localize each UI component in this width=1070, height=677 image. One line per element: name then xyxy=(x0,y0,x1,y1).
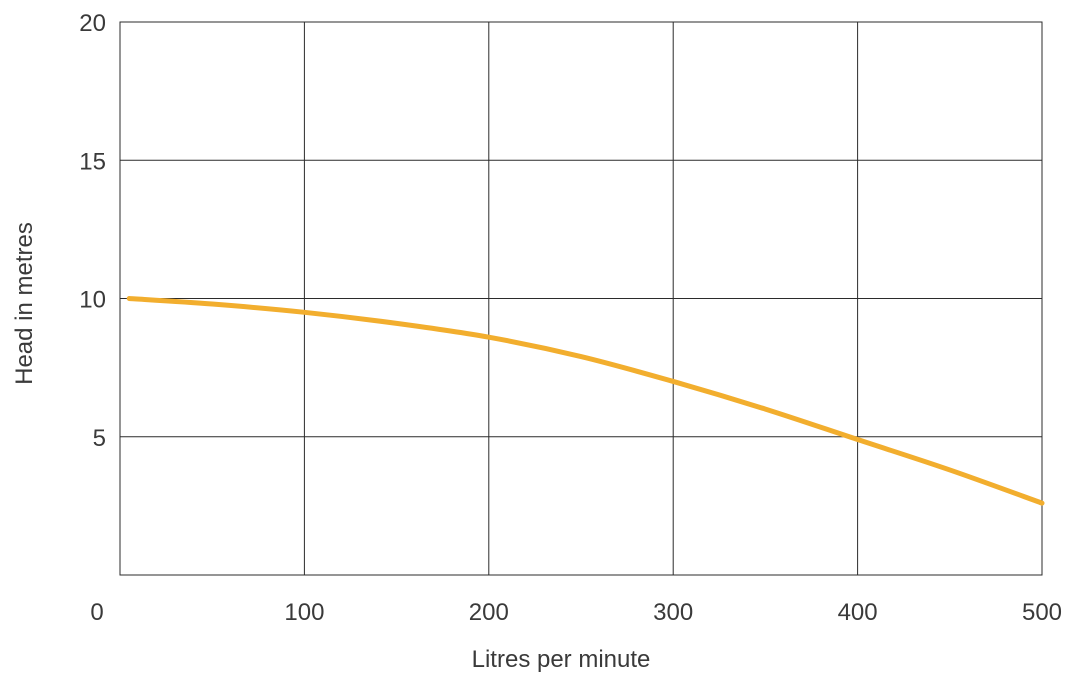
y-axis-title: Head in metres xyxy=(11,222,38,385)
gridlines xyxy=(120,22,1042,575)
x-axis-ticks: 0 100 200 300 400 500 xyxy=(90,599,1062,626)
y-tick-label: 15 xyxy=(79,148,106,175)
x-tick-label: 200 xyxy=(469,599,509,626)
x-tick-label: 400 xyxy=(838,599,878,626)
y-tick-label: 5 xyxy=(93,425,106,452)
x-tick-label: 500 xyxy=(1022,599,1062,626)
plot-area xyxy=(119,21,1043,576)
y-tick-label: 10 xyxy=(79,287,106,314)
series-line xyxy=(126,296,1045,506)
series-layer xyxy=(126,296,1045,506)
x-tick-label: 300 xyxy=(653,599,693,626)
x-tick-label: 0 xyxy=(90,599,103,626)
y-axis-ticks: 5 10 15 20 xyxy=(79,10,106,452)
y-tick-label: 20 xyxy=(79,10,106,37)
x-tick-label: 100 xyxy=(284,599,324,626)
x-axis-title: Litres per minute xyxy=(472,646,651,673)
